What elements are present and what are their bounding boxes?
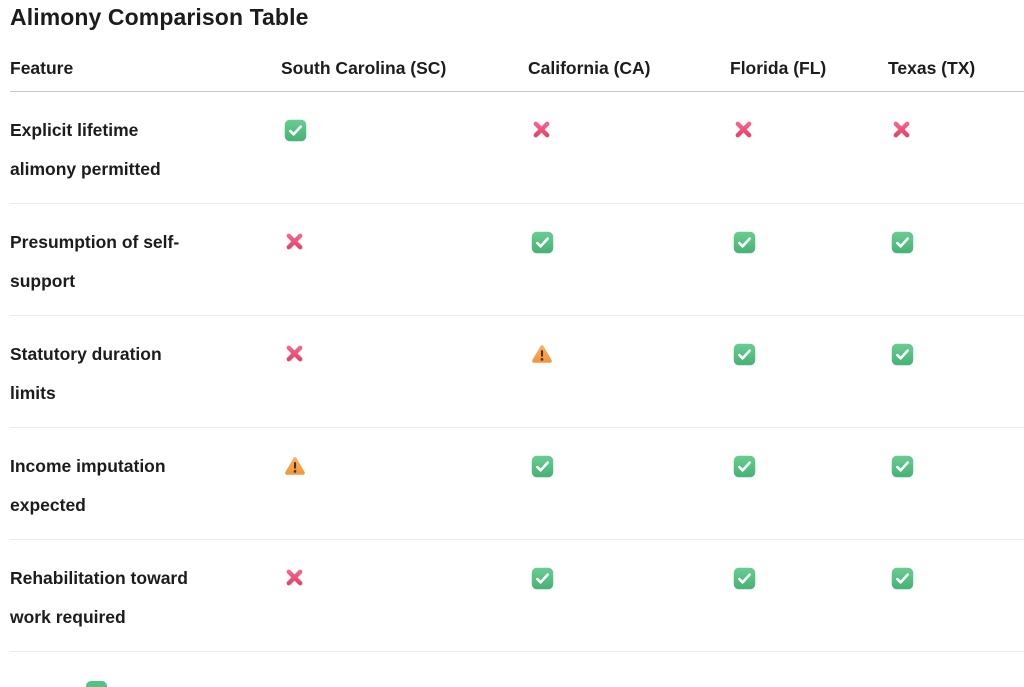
check-icon — [284, 119, 307, 142]
check-icon — [733, 343, 756, 366]
state-cell-south-carolina — [281, 428, 528, 525]
check-icon — [733, 567, 756, 590]
feature-label: Statutory duration limits — [10, 344, 162, 403]
state-cell-florida — [730, 540, 888, 637]
state-cell-south-carolina — [281, 204, 528, 301]
state-cell-california — [528, 92, 730, 189]
cross-icon — [733, 119, 754, 140]
check-icon — [733, 231, 756, 254]
cross-icon — [284, 231, 305, 252]
warning-icon — [531, 343, 553, 364]
check-icon — [891, 455, 914, 478]
state-cell-florida — [730, 316, 888, 413]
cross-icon — [284, 567, 305, 588]
cross-icon — [284, 343, 305, 364]
warning-icon — [284, 455, 306, 476]
column-header-texas: Texas (TX) — [888, 58, 976, 78]
truncated-check-icon — [86, 681, 107, 687]
check-icon — [891, 343, 914, 366]
feature-label: Rehabilitation toward work required — [10, 568, 188, 627]
document-body: Alimony Comparison Table Feature South C… — [10, 4, 1024, 687]
comparison-table: Feature South Carolina (SC) California (… — [10, 31, 1024, 652]
table-row: Presumption of self-support — [10, 204, 1024, 316]
feature-cell: Statutory duration limits — [10, 316, 281, 413]
state-cell-texas — [888, 316, 1024, 413]
cross-icon — [531, 119, 552, 140]
feature-cell: Income imputation expected — [10, 428, 281, 525]
table-header-row: Feature South Carolina (SC) California (… — [10, 31, 1024, 92]
feature-label: Income imputation expected — [10, 456, 166, 515]
column-header-south-carolina: South Carolina (SC) — [281, 58, 447, 78]
state-cell-texas — [888, 204, 1024, 301]
state-cell-texas — [888, 92, 1024, 189]
cross-icon — [891, 119, 912, 140]
page-title: Alimony Comparison Table — [10, 4, 309, 30]
check-icon — [891, 567, 914, 590]
feature-cell: Explicit lifetime alimony permitted — [10, 92, 281, 189]
table-row: Explicit lifetime alimony permitted — [10, 92, 1024, 204]
state-cell-florida — [730, 92, 888, 189]
table-body: Explicit lifetime alimony permitted Pres… — [10, 92, 1024, 652]
state-cell-south-carolina — [281, 540, 528, 637]
state-cell-texas — [888, 540, 1024, 637]
feature-cell: Rehabilitation toward work required — [10, 540, 281, 637]
check-icon — [531, 231, 554, 254]
state-cell-california — [528, 540, 730, 637]
state-cell-california — [528, 428, 730, 525]
check-icon — [733, 455, 756, 478]
state-cell-florida — [730, 428, 888, 525]
state-cell-california — [528, 204, 730, 301]
column-header-california: California (CA) — [528, 58, 651, 78]
table-row: Rehabilitation toward work required — [10, 540, 1024, 652]
state-cell-texas — [888, 428, 1024, 525]
column-header-feature: Feature — [10, 58, 74, 78]
state-cell-california — [528, 316, 730, 413]
feature-label: Presumption of self-support — [10, 232, 180, 291]
check-icon — [531, 567, 554, 590]
table-row: Income imputation expected — [10, 428, 1024, 540]
state-cell-florida — [730, 204, 888, 301]
state-cell-south-carolina — [281, 92, 528, 189]
feature-label: Explicit lifetime alimony permitted — [10, 120, 161, 179]
column-header-florida: Florida (FL) — [730, 58, 827, 78]
check-icon — [531, 455, 554, 478]
check-icon — [891, 231, 914, 254]
state-cell-south-carolina — [281, 316, 528, 413]
feature-cell: Presumption of self-support — [10, 204, 281, 301]
table-row: Statutory duration limits — [10, 316, 1024, 428]
